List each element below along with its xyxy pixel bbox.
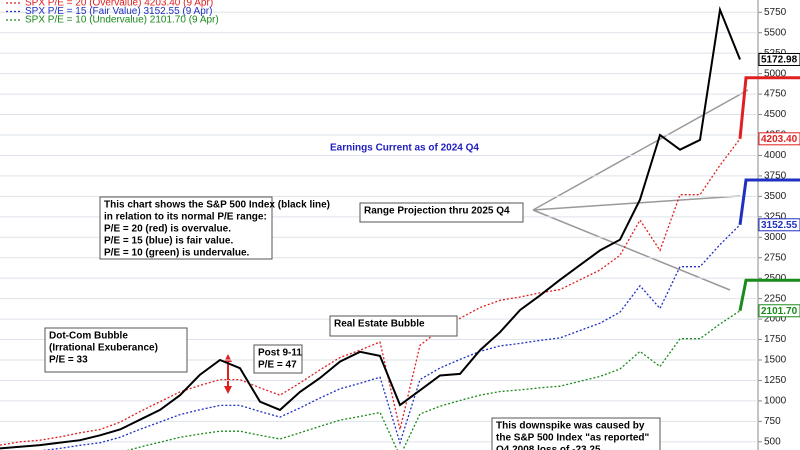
y-tick-label: 750	[764, 416, 781, 427]
pointer-line	[532, 195, 741, 211]
annotation-box	[44, 327, 188, 373]
projection-line	[738, 278, 800, 312]
y-tick-label: 1500	[764, 355, 787, 366]
end-label: 2101.70	[761, 306, 798, 317]
annotation-text: P/E = 47	[258, 360, 297, 371]
annotation-text: P/E = 33	[49, 355, 88, 366]
y-tick-label: 1750	[764, 334, 787, 345]
legend-label: SPX P/E = 15 (Fair Value) 3152.55 (9 Apr…	[25, 6, 212, 17]
y-tick-label: 2500	[764, 273, 787, 284]
annotation-text: This downspike was caused by	[496, 421, 645, 432]
end-label: 4203.40	[761, 134, 798, 145]
y-tick-label: 2750	[764, 252, 787, 263]
y-tick-label: 5000	[764, 68, 787, 79]
y-tick-label: 3500	[764, 191, 787, 202]
annotation-text: Dot-Com Bubble	[49, 331, 128, 342]
y-tick-label: 3000	[764, 232, 787, 243]
legend-label: SPX P/E = 20 (Overvalue) 4203.40 (9 Apr)	[25, 0, 213, 9]
end-label-box	[758, 52, 800, 66]
annotation-text: Real Estate Bubble	[334, 319, 425, 330]
y-tick-label: 4000	[764, 150, 787, 161]
annotation-text: the S&P 500 Index "as reported"	[496, 433, 650, 444]
end-label: 5172.98	[761, 55, 798, 66]
pointer-line	[532, 89, 749, 211]
y-tick-label: 4500	[764, 109, 787, 120]
y-tick-label: 3750	[764, 171, 787, 182]
y-tick-label: 4750	[764, 89, 787, 100]
series-line	[126, 310, 741, 450]
series-line	[41, 224, 741, 450]
annotation-text: Q4 2008 loss of -23.25.	[496, 445, 604, 450]
annotation-text: in relation to its normal P/E range:	[104, 212, 267, 223]
annotation-text: P/E = 10 (green) is undervalue.	[104, 248, 250, 259]
annotation-box	[99, 196, 273, 260]
arrow-head	[224, 386, 232, 394]
y-tick-label: 2000	[764, 314, 787, 325]
annotation-text: Post 9-11	[258, 348, 302, 359]
series-line	[0, 138, 741, 446]
annotation-text: P/E = 15 (blue) is fair value.	[104, 236, 233, 247]
y-tick-label: 1000	[764, 396, 787, 407]
y-tick-label: 500	[764, 436, 781, 447]
annotation-box	[329, 315, 458, 337]
annotation-text: (Irrational Exuberance)	[49, 343, 158, 354]
y-tick-label: 5500	[764, 27, 787, 38]
annotation-box	[491, 417, 661, 450]
y-tick-label: 1250	[764, 375, 787, 386]
annotation-text: Earnings Current as of 2024 Q4	[330, 143, 479, 154]
projection-line	[738, 76, 800, 139]
y-tick-label: 5750	[764, 7, 787, 18]
series-line	[0, 6, 741, 450]
legend-label: SPX P/E = 10 (Undervalue) 2101.70 (9 Apr…	[25, 15, 219, 26]
end-label-box	[758, 132, 800, 146]
end-label-box	[758, 218, 800, 232]
annotation-box	[359, 202, 524, 223]
projection-line	[738, 178, 800, 225]
annotation-box	[253, 344, 303, 374]
annotation-text: This chart shows the S&P 500 Index (blac…	[104, 200, 330, 211]
end-label-box	[758, 304, 800, 318]
pointer-line	[532, 209, 731, 291]
y-tick-label: 3250	[764, 211, 787, 222]
annotation-text: Range Projection thru 2025 Q4	[364, 206, 510, 217]
y-tick-label: 2250	[764, 293, 787, 304]
annotation-text: P/E = 20 (red) is overvalue.	[104, 224, 231, 235]
end-label: 3152.55	[761, 220, 798, 231]
